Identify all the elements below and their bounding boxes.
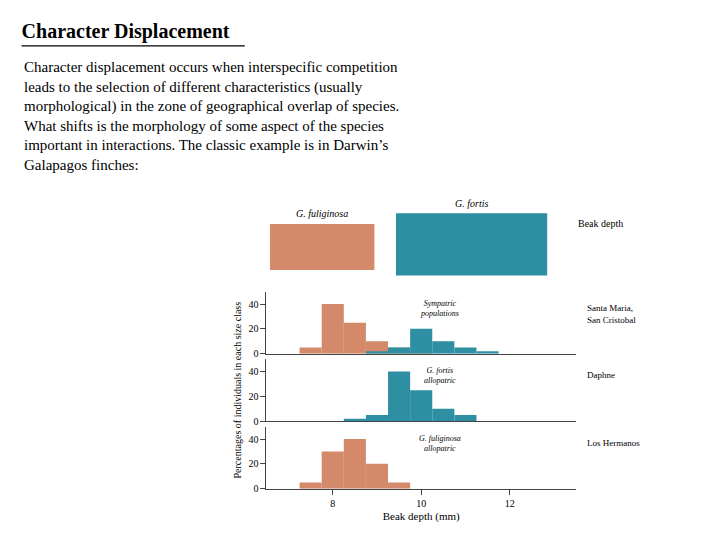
svg-text:40: 40 — [248, 366, 258, 377]
svg-text:G. fortisallopatric: G. fortisallopatric — [424, 366, 456, 385]
svg-text:12: 12 — [505, 498, 515, 509]
svg-text:40: 40 — [248, 299, 258, 310]
svg-text:40: 40 — [248, 434, 258, 445]
svg-text:Daphne: Daphne — [587, 370, 615, 380]
svg-text:0: 0 — [253, 483, 258, 494]
svg-text:10: 10 — [416, 498, 426, 509]
svg-text:0: 0 — [253, 348, 258, 359]
svg-text:8: 8 — [330, 498, 335, 509]
svg-text:Santa Maria,San Cristobal: Santa Maria,San Cristobal — [587, 303, 636, 325]
svg-text:Los Hermanos: Los Hermanos — [587, 438, 640, 448]
svg-text:Character displacement occurs: Character displacement occurs when inter… — [24, 59, 399, 173]
svg-text:20: 20 — [248, 323, 258, 334]
svg-text:0: 0 — [253, 416, 258, 427]
svg-text:G. fuliginosaallopatric: G. fuliginosaallopatric — [419, 434, 461, 453]
svg-text:Percentages of individuals in: Percentages of individuals in each size … — [232, 302, 243, 479]
svg-text:Beak depth: Beak depth — [578, 218, 623, 229]
svg-text:Beak depth (mm): Beak depth (mm) — [383, 510, 460, 523]
svg-text:20: 20 — [248, 391, 258, 402]
svg-text:G. fortis: G. fortis — [455, 198, 488, 209]
svg-text:G. fuliginosa: G. fuliginosa — [296, 208, 348, 219]
svg-text:Sympatricpopulations: Sympatricpopulations — [420, 299, 459, 318]
svg-text:20: 20 — [248, 458, 258, 469]
svg-text:Character Displacement: Character Displacement — [22, 20, 230, 43]
